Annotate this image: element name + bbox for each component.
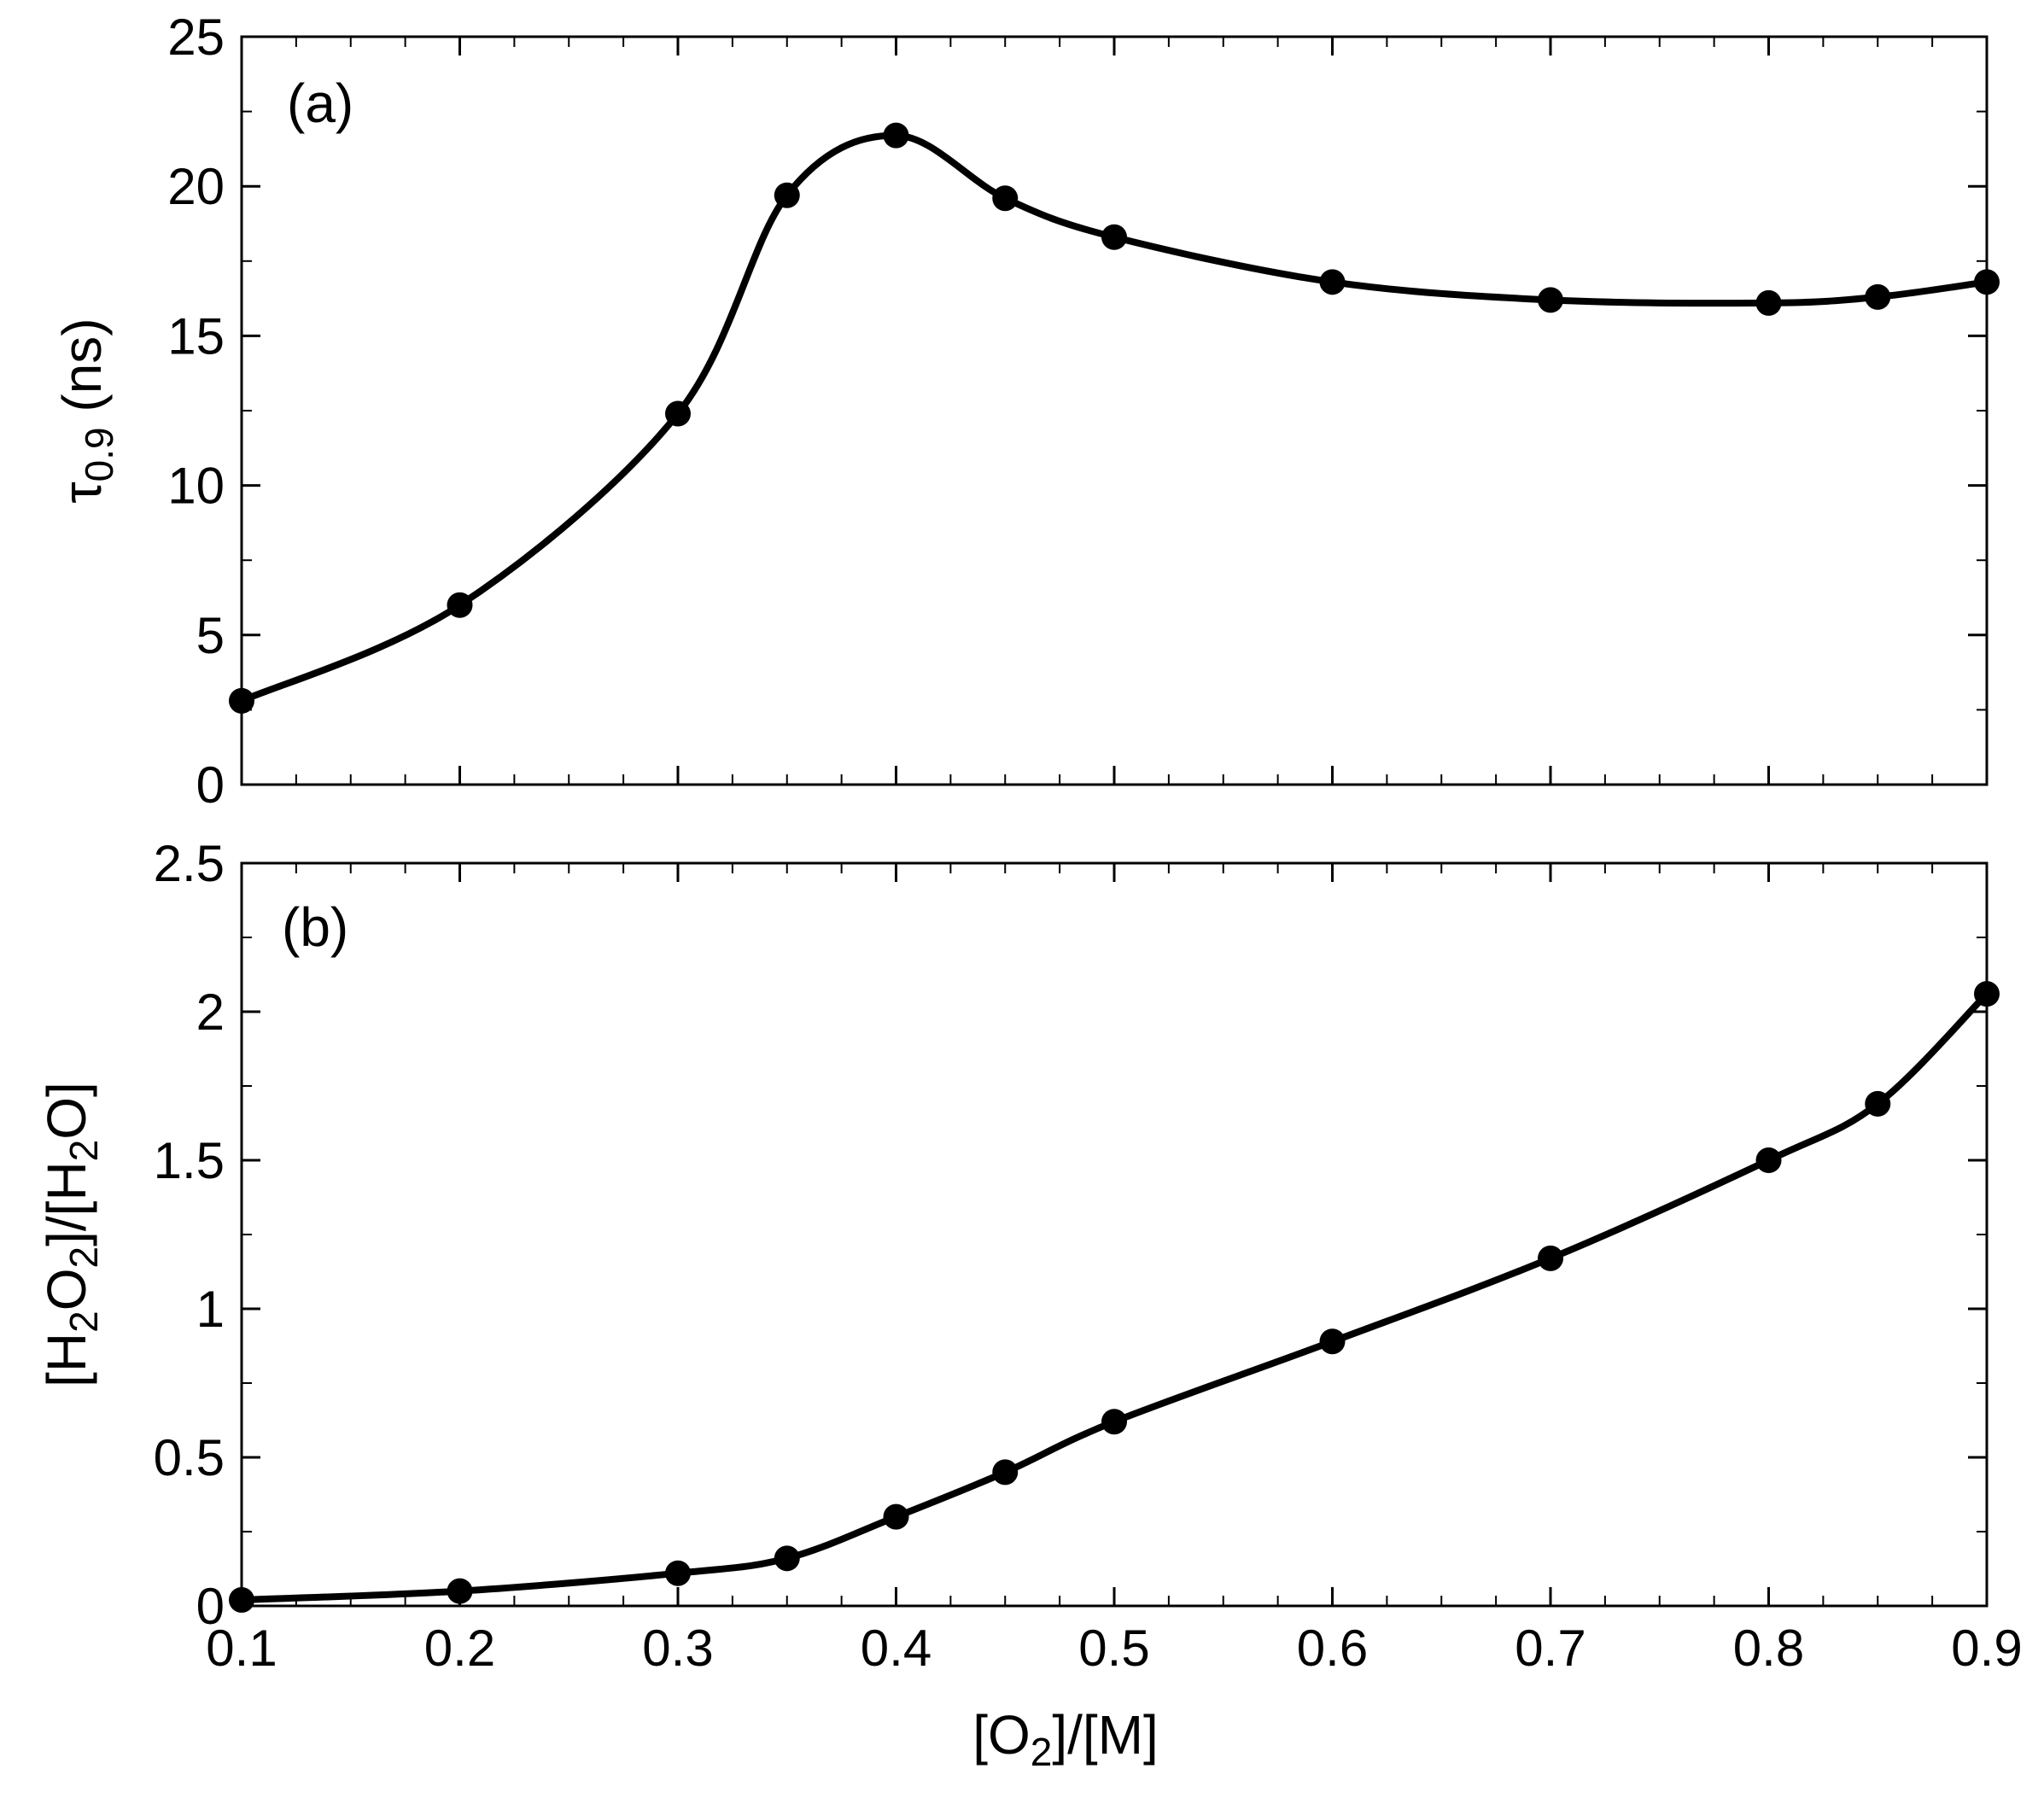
b-data-point <box>665 1560 691 1586</box>
b-data-point <box>1865 1090 1891 1117</box>
a-data-point <box>1538 287 1563 313</box>
a-data-point <box>1319 269 1346 295</box>
b-y-axis-title-part-7: O] <box>36 1082 97 1140</box>
a-y-tick-label: 0 <box>196 756 225 814</box>
a-data-point <box>1101 224 1127 250</box>
a-y-minor-ticks <box>242 36 1987 785</box>
b-y-tick-label: 1.5 <box>154 1132 225 1189</box>
a-data-point <box>1865 283 1891 310</box>
b-y-axis-title-part-4: 2 <box>61 1246 106 1269</box>
b-x-tick-labels: 0.1 0.2 0.3 0.4 0.5 0.6 0.7 0.8 0.9 <box>206 1620 2022 1677</box>
b-y-minor-ticks <box>242 862 1987 1607</box>
panel-a: 0 5 10 15 20 25 (a) τ0.9 (ns) <box>51 9 2000 814</box>
b-y-axis-title: [H2O2]/[H2O] <box>36 1082 106 1387</box>
a-data-point <box>665 400 691 427</box>
b-y-axis-title-part-2: 2 <box>61 1311 106 1333</box>
a-y-tick-label: 15 <box>167 307 225 365</box>
x-axis-title: [O2]/[M] <box>972 1704 1159 1774</box>
b-data-point <box>1538 1245 1563 1271</box>
a-data-point <box>883 122 909 149</box>
a-y-axis-title-unit: (ns) <box>51 318 113 427</box>
a-y-axis-title-sub: 0.9 <box>77 427 121 482</box>
b-y-axis-title-part-5: ]/[H <box>36 1161 97 1246</box>
a-y-tick-label: 20 <box>167 158 225 215</box>
b-data-point <box>774 1545 800 1572</box>
b-y-axis-title-part-6: 2 <box>61 1140 106 1162</box>
a-y-tick-label: 5 <box>196 607 225 664</box>
a-y-tick-label: 25 <box>167 9 225 66</box>
b-y-tick-label: 2 <box>196 984 225 1041</box>
x-axis-title-part-3: ]/[M] <box>1052 1704 1158 1766</box>
a-x-major-ticks <box>240 37 1989 785</box>
a-plot-frame <box>240 35 1989 786</box>
a-y-tick-labels: 0 5 10 15 20 25 <box>167 9 225 814</box>
a-y-axis-title: τ0.9 (ns) <box>51 318 121 503</box>
b-y-tick-labels: 0 0.5 1 1.5 2 2.5 <box>154 835 225 1635</box>
b-y-tick-label: 1 <box>196 1281 225 1338</box>
b-y-tick-label: 0.5 <box>154 1429 225 1486</box>
b-x-tick-label: 0.1 <box>206 1620 277 1677</box>
a-panel-label: (a) <box>287 73 353 134</box>
b-data-point <box>1755 1147 1782 1173</box>
b-x-major-ticks <box>240 863 1989 1606</box>
b-data-point <box>447 1578 473 1604</box>
b-data-point <box>1101 1409 1127 1435</box>
a-data-point <box>447 592 473 618</box>
a-y-axis-title-main: τ <box>51 482 113 503</box>
b-y-tick-label: 0 <box>196 1578 225 1635</box>
b-y-axis-title-part-1: [H <box>36 1333 97 1387</box>
panel-b: 0 0.5 1 1.5 2 2.5 0.1 0.2 0.3 0.4 0.5 0.6 0.7 0.8 0.9… <box>36 835 2023 1774</box>
b-x-tick-label: 0.5 <box>1078 1620 1149 1677</box>
b-x-tick-label: 0.3 <box>642 1620 713 1677</box>
b-x-tick-label: 0.9 <box>1951 1620 2022 1677</box>
b-x-tick-label: 0.7 <box>1515 1620 1586 1677</box>
x-axis-title-part-2: 2 <box>1031 1730 1053 1774</box>
b-data-point <box>883 1503 909 1530</box>
b-panel-label: (b) <box>282 896 348 958</box>
b-x-tick-label: 0.4 <box>861 1620 931 1677</box>
b-y-major-ticks <box>242 861 1987 1608</box>
a-data-point <box>1755 289 1782 316</box>
b-x-tick-label: 0.8 <box>1733 1620 1804 1677</box>
a-x-minor-ticks <box>241 37 1988 785</box>
b-series-line <box>238 990 1990 1603</box>
x-axis-title-part-1: [O <box>972 1704 1031 1766</box>
a-y-tick-label: 10 <box>167 458 225 515</box>
b-y-tick-label: 2.5 <box>154 835 225 892</box>
a-series-line <box>238 131 1990 704</box>
a-data-point <box>774 182 800 208</box>
b-x-tick-label: 0.2 <box>424 1620 495 1677</box>
b-x-tick-label: 0.6 <box>1297 1620 1368 1677</box>
b-data-point <box>992 1459 1019 1486</box>
b-series-points <box>229 981 2000 1614</box>
b-data-point <box>1319 1328 1346 1355</box>
b-x-minor-ticks <box>241 863 1988 1606</box>
b-y-axis-title-part-3: O <box>36 1268 97 1311</box>
b-plot-frame <box>240 861 1989 1608</box>
a-data-point <box>992 185 1019 212</box>
a-y-major-ticks <box>242 35 1987 786</box>
a-series-points <box>229 122 2000 714</box>
